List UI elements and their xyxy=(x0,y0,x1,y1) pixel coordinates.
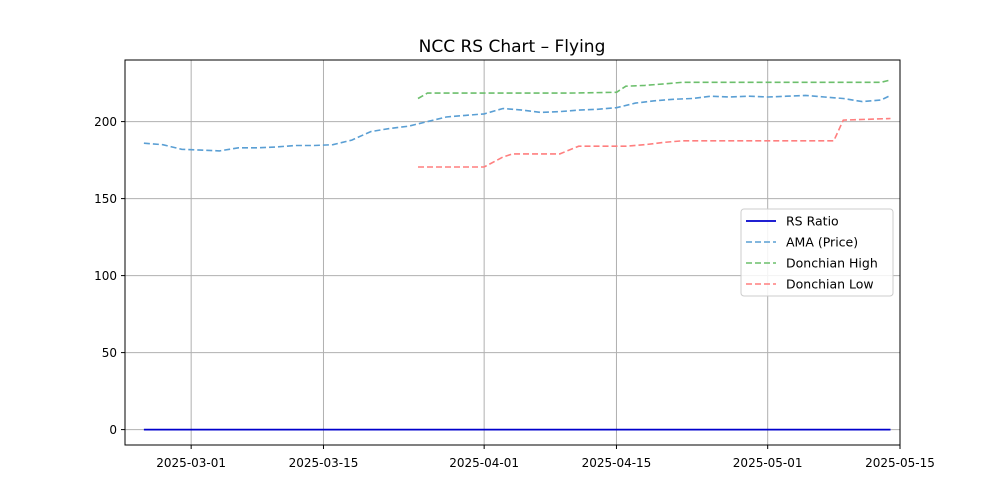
series-line-donchian-low xyxy=(418,117,891,168)
x-tick-label: 2025-03-15 xyxy=(289,456,359,470)
axes: 2025-03-01 2025-03-15 2025-04-01 2025-04-15… xyxy=(94,115,935,470)
legend-label-ama-price: AMA (Price) xyxy=(786,235,858,250)
y-tick-label: 200 xyxy=(94,115,117,129)
chart-title: NCC RS Chart – Flying xyxy=(419,37,606,57)
plot-frame xyxy=(124,59,901,446)
y-tick-label: 100 xyxy=(94,269,117,283)
legend-label-rs-ratio: RS Ratio xyxy=(786,214,839,229)
legend-label-donchian-low: Donchian Low xyxy=(786,277,874,292)
legend-label-donchian-high: Donchian High xyxy=(786,256,878,271)
x-tick-label: 2025-05-15 xyxy=(865,456,935,470)
y-tick-label: 50 xyxy=(102,346,117,360)
x-tick-label: 2025-03-01 xyxy=(156,456,226,470)
legend-box xyxy=(740,208,894,297)
series-line-donchian-high xyxy=(417,79,891,100)
legend: RS Ratio AMA (Price) Donchian High Donchian… xyxy=(740,208,894,297)
x-tick-label: 2025-04-15 xyxy=(582,456,652,470)
y-tick-label: 150 xyxy=(94,192,117,206)
x-tick-label: 2025-04-01 xyxy=(449,456,519,470)
x-tick-label: 2025-05-01 xyxy=(733,456,803,470)
series-line-ama-price xyxy=(143,94,891,152)
series-layer xyxy=(143,79,891,431)
y-tick-label: 0 xyxy=(109,423,117,437)
